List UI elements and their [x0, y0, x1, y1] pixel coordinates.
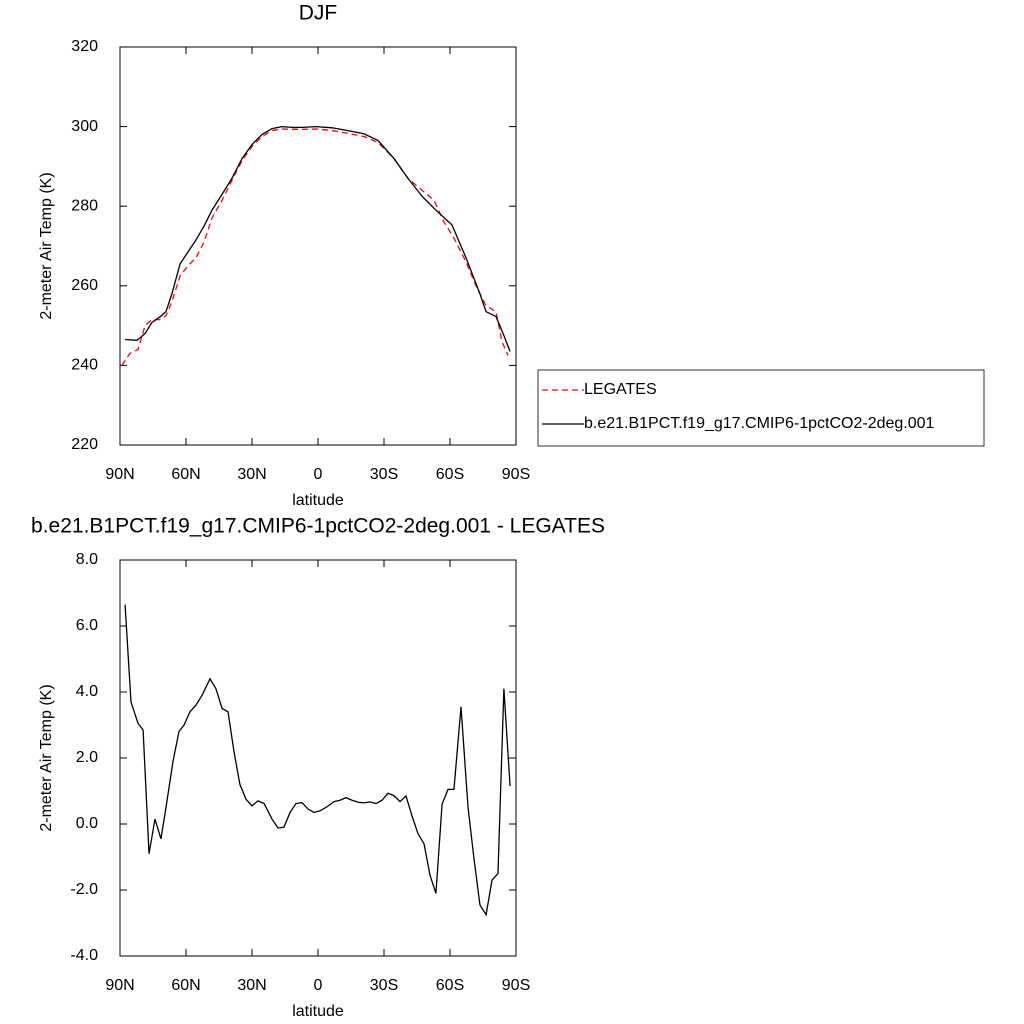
x-tick-label: 60S — [436, 977, 464, 994]
y-tick-label: 8.0 — [76, 551, 98, 568]
y-tick-label: -4.0 — [70, 947, 98, 964]
y-tick-label: 0.0 — [76, 815, 98, 832]
y-axis-label: 2-meter Air Temp (K) — [38, 684, 55, 831]
y-tick-label: 300 — [71, 118, 98, 135]
legend-label: b.e21.B1PCT.f19_g17.CMIP6-1pctCO2-2deg.0… — [584, 415, 935, 432]
x-tick-label: 90N — [105, 977, 134, 994]
y-tick-label: 4.0 — [76, 683, 98, 700]
x-tick-label: 30N — [237, 977, 266, 994]
x-tick-label: 60S — [436, 466, 464, 483]
chart-title: DJF — [299, 2, 338, 25]
legend-label: LEGATES — [584, 381, 657, 398]
x-tick-label: 30N — [237, 466, 266, 483]
x-tick-label: 60N — [171, 977, 200, 994]
y-tick-label: 260 — [71, 277, 98, 294]
y-tick-label: 320 — [71, 38, 98, 55]
data-line — [125, 125, 511, 352]
data-line — [121, 128, 509, 366]
x-axis-label: latitude — [292, 492, 344, 509]
x-tick-label: 90S — [502, 977, 530, 994]
y-tick-label: -2.0 — [70, 881, 98, 898]
x-tick-label: 90S — [502, 466, 530, 483]
y-tick-label: 280 — [71, 197, 98, 214]
plot-frame — [119, 46, 517, 446]
x-axis-label: latitude — [292, 1003, 344, 1020]
legend-box — [537, 369, 985, 447]
x-tick-label: 60N — [171, 466, 200, 483]
x-tick-label: 30S — [370, 977, 398, 994]
data-line — [124, 604, 511, 917]
chart-title: b.e21.B1PCT.f19_g17.CMIP6-1pctCO2-2deg.0… — [31, 515, 605, 538]
y-tick-label: 220 — [71, 436, 98, 453]
x-tick-label: 0 — [314, 466, 323, 483]
x-tick-label: 0 — [314, 977, 323, 994]
x-tick-label: 30S — [370, 466, 398, 483]
plot-frame — [119, 559, 517, 957]
x-tick-label: 90N — [105, 466, 134, 483]
y-tick-label: 240 — [71, 357, 98, 374]
y-tick-label: 2.0 — [76, 749, 98, 766]
y-axis-label: 2-meter Air Temp (K) — [38, 172, 55, 319]
y-tick-label: 6.0 — [76, 617, 98, 634]
